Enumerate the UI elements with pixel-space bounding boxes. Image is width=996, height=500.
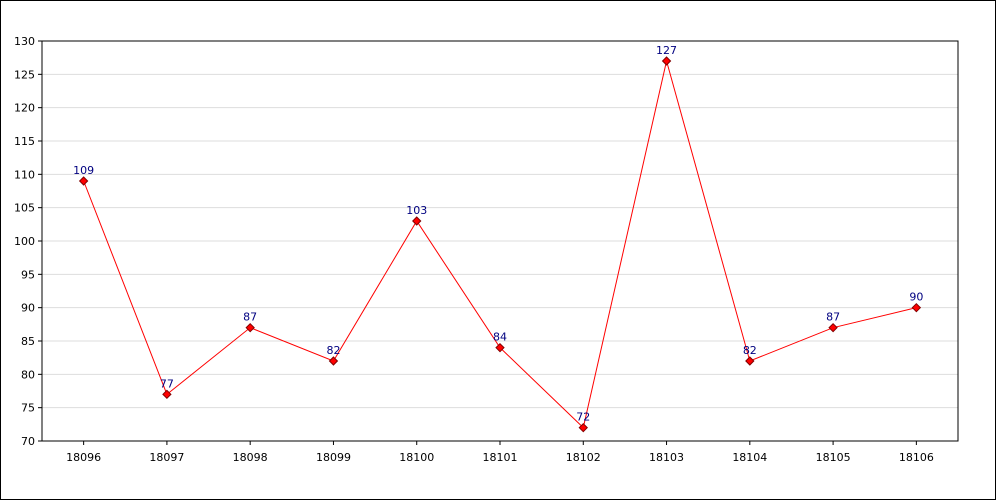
series-layer (78, 56, 922, 433)
y-tick-label: 95 (21, 268, 35, 281)
data-point-marker (328, 356, 339, 366)
data-point-marker (911, 302, 922, 313)
data-point-marker (745, 356, 755, 366)
y-axis-ticks: 70 75 80 85 90 95 100 105 110 115 120 125 130 (14, 35, 42, 448)
x-tick-label: 18102 (566, 451, 601, 464)
x-tick-label: 18096 (66, 451, 101, 464)
data-label: 87 (826, 311, 840, 324)
x-tick-label: 18097 (149, 451, 184, 464)
x-tick-label: 18100 (399, 451, 434, 464)
y-tick-label: 85 (21, 335, 35, 348)
data-label: 90 (909, 291, 923, 304)
x-tick-label: 18106 (899, 451, 934, 464)
data-point-marker (828, 322, 838, 333)
data-point-marker (245, 322, 255, 333)
y-tick-label: 115 (14, 135, 35, 148)
y-tick-label: 80 (21, 368, 35, 381)
data-label: 87 (243, 311, 257, 324)
data-point-marker (495, 342, 505, 353)
y-tick-label: 110 (14, 168, 35, 181)
x-tick-label: 18104 (732, 451, 767, 464)
data-point-marker (661, 56, 672, 66)
data-point-marker (78, 176, 89, 186)
y-tick-label: 75 (21, 402, 35, 415)
data-label: 77 (160, 377, 174, 390)
x-tick-label: 18101 (483, 451, 518, 464)
data-label: 84 (493, 331, 507, 344)
data-label: 103 (406, 204, 427, 217)
y-tick-label: 70 (21, 435, 35, 448)
series-line (83, 60, 917, 429)
y-tick-label: 100 (14, 235, 35, 248)
x-tick-label: 18098 (233, 451, 268, 464)
x-tick-label: 18105 (816, 451, 851, 464)
data-labels: 109 77 87 82 103 84 72 127 82 87 90 (73, 44, 923, 424)
data-label: 109 (73, 164, 94, 177)
data-label: 72 (576, 411, 590, 424)
x-tick-label: 18103 (649, 451, 684, 464)
grid-lines (42, 73, 958, 409)
data-label: 127 (656, 44, 677, 57)
data-point-marker (578, 422, 588, 433)
y-tick-label: 105 (14, 202, 35, 215)
data-point-marker (162, 389, 172, 400)
x-axis-ticks: 18096 18097 18098 18099 18100 18101 18102 18103… (66, 441, 934, 464)
data-label: 82 (326, 344, 340, 357)
y-tick-label: 90 (21, 302, 35, 315)
y-tick-label: 120 (14, 102, 35, 115)
y-tick-label: 130 (14, 35, 35, 48)
x-tick-label: 18099 (316, 451, 351, 464)
y-tick-label: 125 (14, 68, 35, 81)
data-label: 82 (743, 344, 757, 357)
data-point-marker (412, 216, 422, 226)
